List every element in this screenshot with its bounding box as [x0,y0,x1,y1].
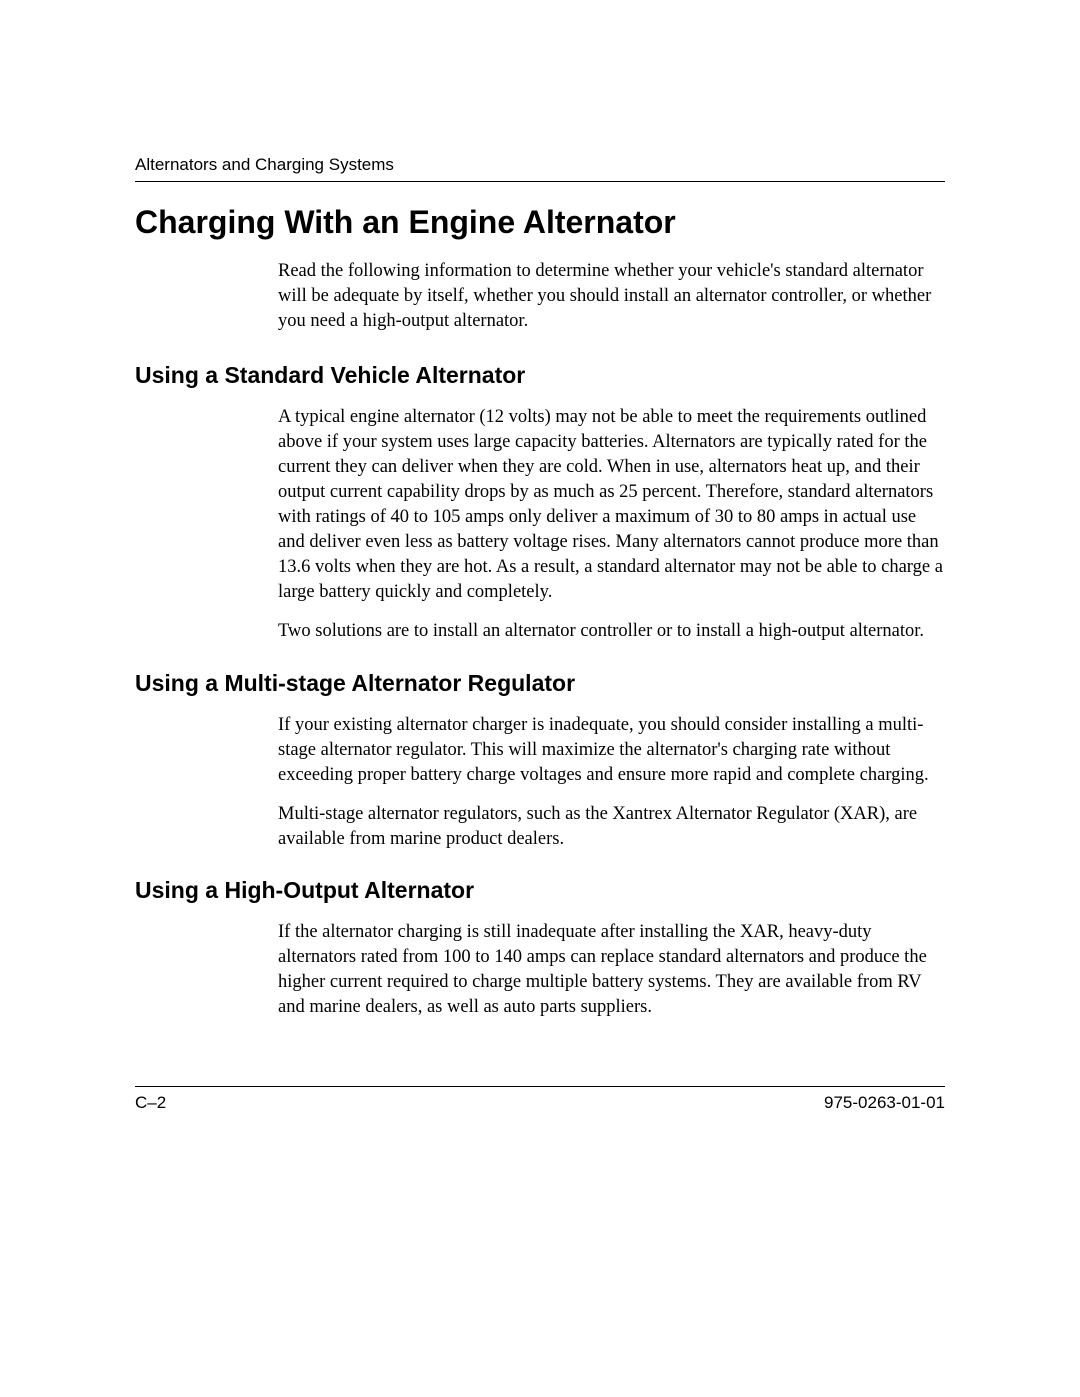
body-paragraph: If your existing alternator charger is i… [278,713,945,788]
section-multistage-regulator: Using a Multi-stage Alternator Regulator… [135,670,945,852]
running-header: Alternators and Charging Systems [135,155,945,182]
section-title: Using a Multi-stage Alternator Regulator [135,670,945,697]
main-title: Charging With an Engine Alternator [135,204,945,241]
document-number: 975-0263-01-01 [824,1093,945,1113]
body-paragraph: If the alternator charging is still inad… [278,920,945,1020]
page-container: Alternators and Charging Systems Chargin… [0,0,1080,1020]
section-high-output-alternator: Using a High-Output Alternator If the al… [135,877,945,1020]
body-paragraph: Multi-stage alternator regulators, such … [278,802,945,852]
page-number: C–2 [135,1093,166,1113]
section-standard-alternator: Using a Standard Vehicle Alternator A ty… [135,362,945,644]
intro-paragraph: Read the following information to determ… [278,259,945,334]
section-title: Using a High-Output Alternator [135,877,945,904]
body-paragraph: Two solutions are to install an alternat… [278,619,945,644]
page-footer: C–2 975-0263-01-01 [135,1086,945,1113]
section-title: Using a Standard Vehicle Alternator [135,362,945,389]
body-paragraph: A typical engine alternator (12 volts) m… [278,405,945,605]
